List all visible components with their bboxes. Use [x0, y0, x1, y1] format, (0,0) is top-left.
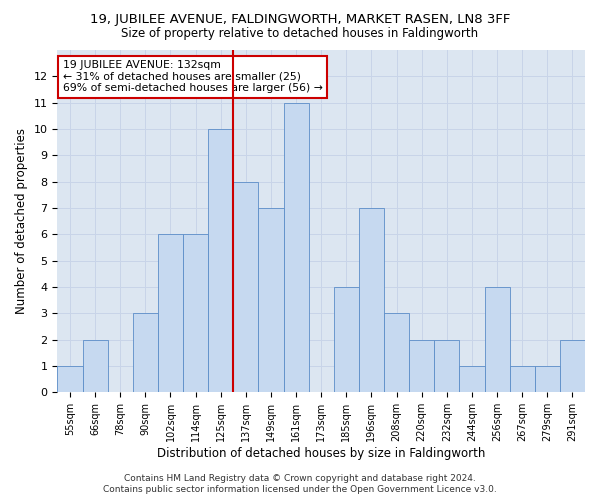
Text: Size of property relative to detached houses in Faldingworth: Size of property relative to detached ho…	[121, 28, 479, 40]
Bar	[485, 287, 509, 393]
Bar	[233, 182, 259, 392]
X-axis label: Distribution of detached houses by size in Faldingworth: Distribution of detached houses by size …	[157, 447, 485, 460]
Bar	[158, 234, 183, 392]
Bar	[284, 102, 308, 393]
Bar	[183, 234, 208, 392]
Bar	[208, 129, 233, 392]
Bar	[133, 314, 158, 392]
Bar	[334, 287, 359, 393]
Bar	[58, 366, 83, 392]
Bar	[359, 208, 384, 392]
Y-axis label: Number of detached properties: Number of detached properties	[15, 128, 28, 314]
Text: 19 JUBILEE AVENUE: 132sqm
← 31% of detached houses are smaller (25)
69% of semi-: 19 JUBILEE AVENUE: 132sqm ← 31% of detac…	[62, 60, 323, 94]
Bar	[409, 340, 434, 392]
Bar	[83, 340, 107, 392]
Bar	[535, 366, 560, 392]
Bar	[384, 314, 409, 392]
Text: Contains HM Land Registry data © Crown copyright and database right 2024.
Contai: Contains HM Land Registry data © Crown c…	[103, 474, 497, 494]
Bar	[509, 366, 535, 392]
Bar	[460, 366, 485, 392]
Bar	[560, 340, 585, 392]
Bar	[259, 208, 284, 392]
Text: 19, JUBILEE AVENUE, FALDINGWORTH, MARKET RASEN, LN8 3FF: 19, JUBILEE AVENUE, FALDINGWORTH, MARKET…	[90, 12, 510, 26]
Bar	[434, 340, 460, 392]
